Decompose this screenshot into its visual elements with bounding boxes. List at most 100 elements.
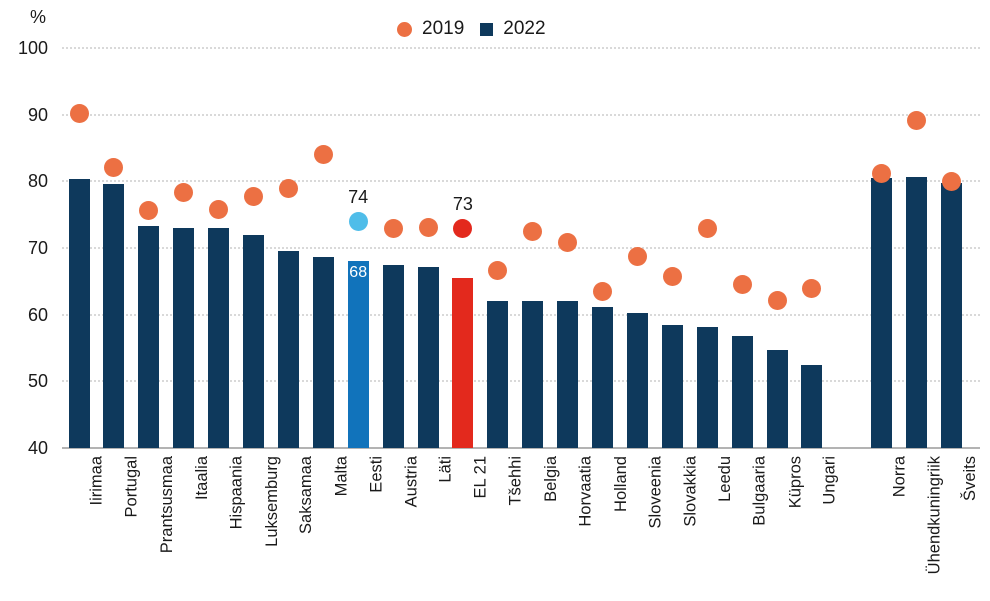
dot-2019-lati: [418, 217, 438, 237]
x-label-text-luksemburg: Luksemburg: [262, 456, 281, 547]
bar-2022-leedu: [696, 327, 718, 448]
gridline-90: [62, 113, 980, 116]
legend-2022-square-icon: [480, 22, 494, 36]
gridline-80: [62, 180, 980, 183]
x-label-text-kupros: Küpros: [786, 456, 804, 509]
bar-2022-luksemburg: [243, 235, 264, 448]
bar-2022-eesti: [347, 261, 369, 448]
x-label-text-sloveenia: Sloveenia: [646, 456, 665, 529]
bar-2022-iirimaa: [68, 179, 90, 448]
legend-item-2019: 2019: [397, 18, 464, 40]
dot-2019-norra: [872, 163, 892, 183]
y-axis-unit-label: %: [29, 7, 46, 27]
legend-item-2022: 2022: [480, 18, 546, 40]
x-label-text-horvaatia: Horvaatia: [576, 456, 595, 527]
bar-2022-sloveenia: [626, 312, 648, 448]
x-label-text-norra: Norra: [890, 456, 909, 498]
bar-2022-lati: [417, 267, 439, 448]
dot-2019-itaalia: [174, 183, 194, 203]
x-label-text-malta: Malta: [332, 456, 351, 497]
gridline-50: [62, 380, 980, 383]
y-tick-label-40: 40: [27, 438, 48, 458]
legend-2019-dot-icon: [397, 21, 412, 37]
x-label-text-bulgaaria: Bulgaaria: [751, 456, 770, 526]
x-label-text-prantsusmaa: Prantsusmaa: [157, 456, 176, 554]
bar-2022-slovakkia: [661, 325, 683, 448]
x-label-text-tsehhi: Tšehhi: [506, 456, 525, 506]
x-label-text-iirimaa: Iirimaa: [88, 456, 106, 506]
dot-2019-portugal: [104, 157, 124, 177]
x-label-text-eesti: Eesti: [367, 456, 386, 493]
x-label-text-el-21: EL 21: [471, 456, 490, 499]
bar-2022-malta: [312, 256, 334, 448]
dot-2019-sveits: [942, 171, 961, 191]
bar-2022-ungari: [801, 365, 823, 448]
bar-2022-el-21: [452, 278, 474, 448]
x-label-text-saksamaa: Saksamaa: [297, 456, 316, 534]
x-label-text-ungari: Ungari: [820, 456, 839, 505]
bar-value-label-eesti: 68: [349, 264, 368, 282]
gridline-40: [62, 447, 980, 449]
bar-2022-prantsusmaa: [138, 226, 160, 448]
dot-2019-uhendkuningriik: [907, 110, 927, 130]
x-label-text-holland: Holland: [611, 456, 630, 512]
dot-2019-el-21: [453, 218, 473, 238]
dot-2019-ungari: [802, 278, 822, 298]
bar-2022-belgia: [522, 301, 544, 448]
y-tick-label-90: 90: [27, 104, 48, 125]
legend-2019-label: 2019: [422, 18, 465, 39]
bar-2022-uhendkuningriik: [906, 176, 928, 448]
legend: 2019 2022: [397, 18, 546, 40]
bar-2022-norra: [871, 178, 893, 448]
dot-2019-luksemburg: [244, 186, 263, 206]
dot-2019-belgia: [523, 221, 543, 241]
dot-2019-iirimaa: [69, 103, 89, 123]
dot-2019-holland: [593, 281, 612, 301]
bar-2022-kupros: [766, 350, 788, 448]
legend-2022-label: 2022: [503, 18, 546, 39]
dot-2019-bulgaaria: [732, 275, 752, 295]
dot-2019-malta: [313, 144, 333, 164]
gridline-60: [62, 313, 980, 316]
y-tick-label-60: 60: [27, 304, 48, 325]
bar-2022-sveits: [941, 183, 962, 448]
x-label-text-sveits: Šveits: [960, 456, 979, 501]
dot-2019-kupros: [767, 291, 787, 311]
y-tick-label-100: 100: [17, 38, 48, 58]
x-label-text-hispaania: Hispaania: [227, 456, 246, 530]
dot-2019-sloveenia: [627, 246, 647, 266]
bar-2022-portugal: [103, 184, 125, 448]
dot-2019-leedu: [697, 219, 717, 239]
x-label-text-lati: Läti: [437, 456, 455, 483]
dot-2019-tsehhi: [488, 261, 508, 281]
bar-2022-bulgaaria: [731, 336, 753, 448]
x-label-text-uhendkuningriik: Ühendkuningriik: [925, 456, 944, 575]
bar-2022-tsehhi: [487, 301, 509, 448]
y-tick-label-80: 80: [27, 171, 48, 192]
bar-2022-austria: [382, 265, 404, 448]
bar-2022-itaalia: [173, 228, 195, 448]
gridline-70: [62, 247, 980, 249]
gridline-100: [62, 47, 980, 49]
bar-2022-holland: [592, 307, 613, 448]
dot-2019-hispaania: [209, 199, 229, 219]
y-tick-label-70: 70: [27, 238, 48, 258]
dot-value-label-el-21: 73: [452, 193, 473, 214]
x-label-text-slovakkia: Slovakkia: [681, 456, 700, 527]
dot-2019-slovakkia: [662, 266, 682, 286]
bar-2022-saksamaa: [277, 251, 299, 448]
x-label-text-leedu: Leedu: [716, 456, 735, 502]
dot-2019-horvaatia: [558, 233, 578, 253]
dot-2019-prantsusmaa: [139, 200, 159, 220]
x-label-text-itaalia: Itaalia: [192, 456, 211, 501]
dot-value-label-eesti: 74: [348, 186, 369, 207]
x-label-text-belgia: Belgia: [541, 456, 560, 502]
dot-2019-saksamaa: [278, 178, 298, 198]
bar-2022-hispaania: [208, 228, 230, 448]
bar-2022-horvaatia: [557, 301, 579, 448]
dot-2019-austria: [383, 218, 403, 238]
dot-2019-eesti: [348, 211, 368, 231]
x-label-text-austria: Austria: [402, 456, 421, 508]
y-tick-label-50: 50: [27, 371, 48, 392]
